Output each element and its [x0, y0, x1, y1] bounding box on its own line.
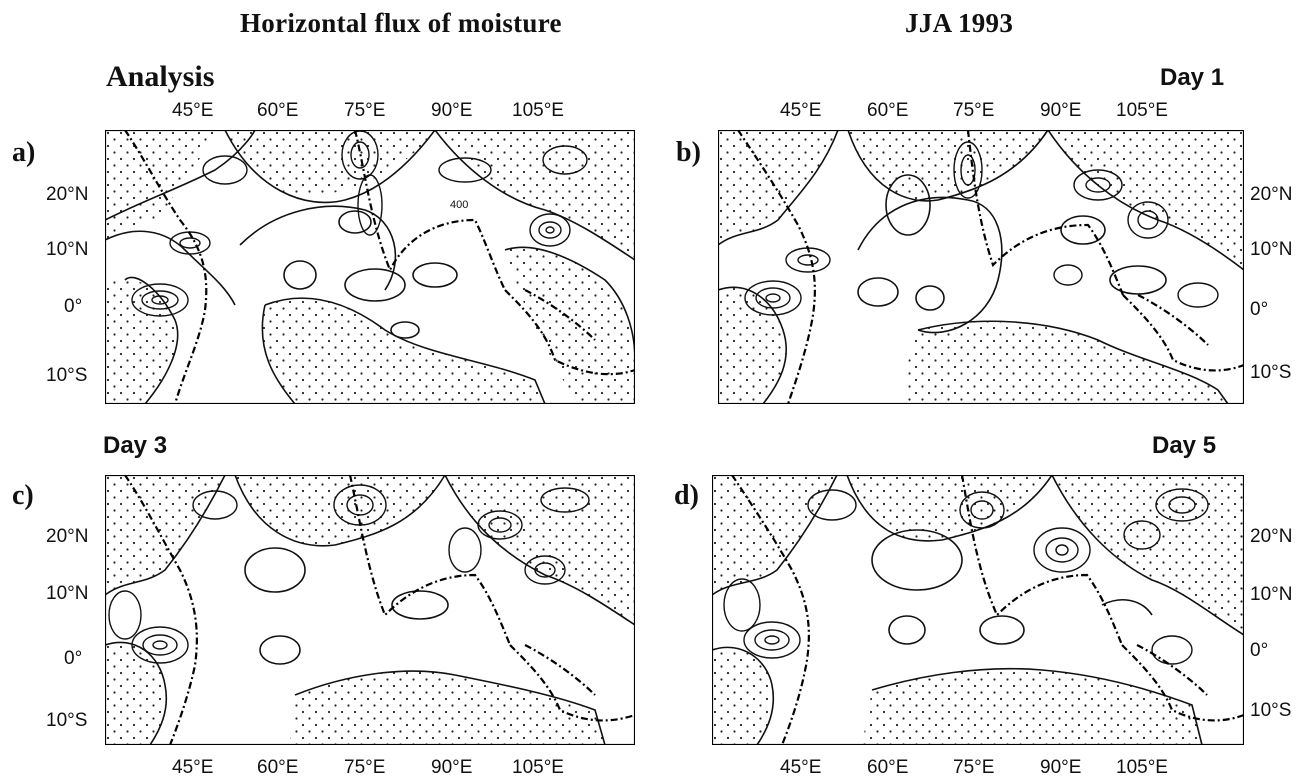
lon-tick-a-75: 75°E: [344, 100, 386, 121]
lat-tick-a-10n: 10°N: [46, 239, 89, 260]
contour-lines: [105, 130, 635, 404]
contour-lines: [105, 475, 635, 745]
lon-tick-b-60: 60°E: [867, 100, 909, 121]
lat-tick-c-20n: 20°N: [46, 526, 89, 547]
lon-tick-c-105: 105°E: [512, 757, 564, 778]
stippled-regions: [105, 475, 635, 745]
contour-label-a: 400: [450, 199, 468, 211]
moisture-maxima-contours: [131, 130, 588, 317]
lon-tick-c-60: 60°E: [257, 757, 299, 778]
lat-tick-d-20n: 20°N: [1250, 526, 1293, 547]
panel-c-letter: c): [12, 480, 34, 511]
lon-tick-c-45: 45°E: [172, 757, 214, 778]
lon-tick-c-90: 90°E: [431, 757, 473, 778]
map-panel-b: [718, 130, 1244, 404]
lon-tick-b-45: 45°E: [780, 100, 822, 121]
panel-c-label: Day 3: [103, 432, 168, 459]
coastline: [124, 130, 635, 404]
lon-tick-d-90: 90°E: [1040, 757, 1082, 778]
lon-tick-c-75: 75°E: [344, 757, 386, 778]
contour-map-b: [718, 130, 1244, 404]
lat-tick-c-0: 0°: [64, 648, 83, 669]
moisture-maxima-contours: [723, 488, 1209, 665]
figure-title: Horizontal flux of moisture: [240, 8, 562, 38]
lon-tick-a-105: 105°E: [512, 100, 564, 121]
moisture-maxima-contours: [744, 141, 1219, 316]
panel-a-label: Analysis: [106, 60, 215, 93]
lat-tick-b-20n: 20°N: [1250, 184, 1293, 205]
map-panel-c: [105, 475, 635, 745]
panel-a-letter: a): [12, 137, 36, 168]
lon-tick-d-105: 105°E: [1116, 757, 1168, 778]
lon-tick-b-105: 105°E: [1116, 100, 1168, 121]
coastline: [124, 475, 635, 745]
contour-map-c: [105, 475, 635, 745]
period-label: JJA 1993: [905, 8, 1014, 38]
lon-tick-b-90: 90°E: [1040, 100, 1082, 121]
map-panel-a: 400: [105, 130, 635, 404]
lat-tick-b-10s: 10°S: [1250, 362, 1292, 383]
lat-tick-c-10n: 10°N: [46, 583, 89, 604]
contour-lines: [718, 130, 1244, 404]
map-panel-d: [712, 475, 1244, 745]
lat-tick-d-0: 0°: [1250, 640, 1269, 661]
lat-tick-a-20n: 20°N: [46, 184, 89, 205]
contour-map-d: [712, 475, 1244, 745]
contour-map-a: 400: [105, 130, 635, 404]
lat-tick-a-0: 0°: [64, 296, 83, 317]
lon-tick-b-75: 75°E: [953, 100, 995, 121]
lon-tick-a-90: 90°E: [431, 100, 473, 121]
lat-tick-d-10s: 10°S: [1250, 700, 1292, 721]
stippled-regions: [718, 130, 1244, 404]
lat-tick-b-10n: 10°N: [1250, 239, 1293, 260]
lat-tick-b-0: 0°: [1250, 299, 1269, 320]
panel-d-label: Day 5: [1152, 432, 1217, 459]
coastline: [737, 130, 1244, 404]
lat-tick-d-10n: 10°N: [1250, 584, 1293, 605]
coastline: [731, 475, 1244, 745]
lat-tick-c-10s: 10°S: [46, 710, 88, 731]
panel-d-letter: d): [674, 480, 699, 511]
stippled-regions: [712, 475, 1244, 745]
lon-tick-d-60: 60°E: [867, 757, 909, 778]
lon-tick-a-60: 60°E: [257, 100, 299, 121]
panel-b-label: Day 1: [1160, 64, 1225, 91]
lon-tick-a-45: 45°E: [172, 100, 214, 121]
contour-lines: [712, 475, 1244, 745]
panel-b-letter: b): [676, 137, 701, 168]
lon-tick-d-45: 45°E: [780, 757, 822, 778]
moisture-maxima-contours: [108, 484, 590, 664]
lat-tick-a-10s: 10°S: [46, 365, 88, 386]
lon-tick-d-75: 75°E: [953, 757, 995, 778]
